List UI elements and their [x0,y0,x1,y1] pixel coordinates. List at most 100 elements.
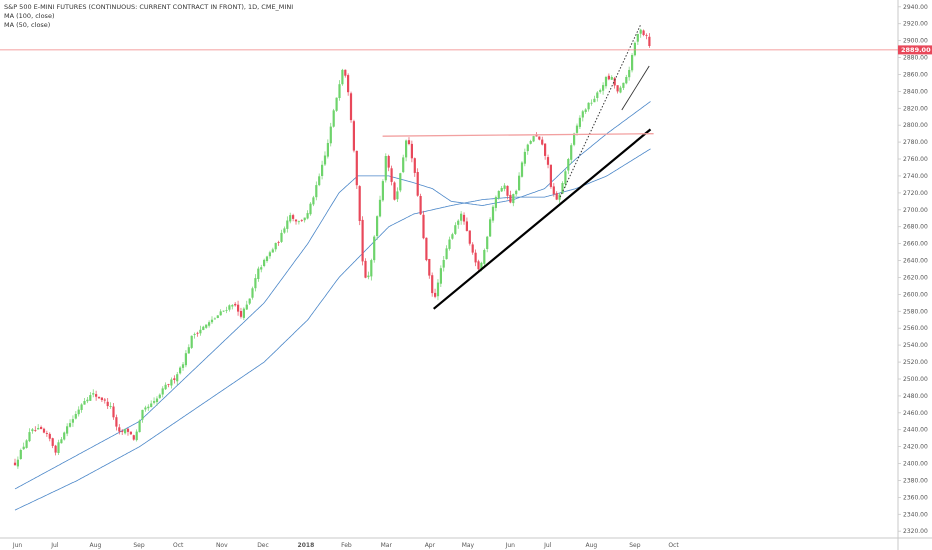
candle [31,428,34,434]
support-trendline [432,128,652,310]
resistance-line [382,133,654,137]
y-tick-label: 2860.00 [903,71,928,78]
candle [622,82,625,90]
candle [248,298,251,305]
candle-body [581,111,584,118]
candle-body [326,143,329,157]
candle-body [448,239,451,249]
candle-body [141,409,144,420]
candle [89,392,92,401]
candle [80,403,83,413]
candle-body [176,374,179,382]
candle [196,331,199,337]
candle [604,75,608,89]
candle [176,372,179,386]
candle-body [561,183,564,194]
candle [367,271,370,280]
candle-body [265,256,269,261]
candle [121,429,124,435]
candle-body [63,432,66,440]
candle-body [596,92,599,98]
candle [497,190,500,200]
candle [506,185,509,200]
candle-body [321,164,324,176]
candle-body [95,394,98,397]
candle [613,76,616,89]
y-tick-label: 2640.00 [903,258,928,265]
candle-body [570,145,573,160]
candle [558,192,561,203]
ma50-line [14,101,651,490]
candle-body [231,305,234,307]
candle [242,307,245,320]
candle [164,382,167,390]
candle-body [80,404,83,410]
candle-body [245,304,248,310]
candle [483,248,486,267]
candle-body [129,431,132,435]
candle-body [535,135,538,137]
candle [416,168,419,197]
candle-body [344,69,347,76]
candle [428,258,431,279]
candle [358,185,361,226]
candle [387,154,390,172]
x-tick-label: Sep [133,542,145,549]
candle [390,165,393,186]
candle [402,154,405,174]
candle-body [442,260,445,268]
candle [97,396,101,399]
candle-body [607,75,610,80]
candle-body [239,311,243,317]
candle-body [378,199,382,217]
candle [216,315,219,319]
legend-ma100: MA (100, close) [4,12,55,20]
candle [468,230,471,246]
candle [405,139,408,162]
candle [115,414,118,431]
candle [503,183,506,192]
legend-ma50: MA (50, close) [4,21,51,29]
candle [332,108,335,128]
candle-body [573,133,576,145]
candle-body [544,143,547,156]
x-tick-label: Jul [543,542,552,549]
candle [410,140,413,163]
candle-body [48,433,51,439]
candle [442,256,445,272]
candle [228,304,231,312]
candle-body [187,347,190,354]
candle [567,157,570,175]
candle [190,335,193,349]
x-tick-label: Sep [629,542,641,549]
candle [170,377,173,389]
candle [251,286,254,300]
y-tick-label: 2540.00 [903,342,928,349]
candle-body [631,55,634,71]
candle-body [42,428,46,433]
candle [16,456,19,469]
candle [138,419,141,433]
candle-body [529,141,532,144]
candle [132,434,135,441]
candle [448,236,451,251]
candle-body [526,144,529,152]
candle-body [413,158,416,173]
candle-body [500,188,503,192]
candle-body [199,329,202,334]
candle [254,274,257,292]
y-tick-label: 2840.00 [903,88,928,95]
candle-body [71,419,74,423]
candle-body [167,384,170,385]
candle [37,424,40,430]
y-tick-label: 2440.00 [903,427,928,434]
candle [347,73,350,96]
candle-body [648,36,651,46]
candle [318,173,321,187]
candle [129,431,132,435]
x-tick-label: Oct [173,542,184,549]
candle [471,242,474,255]
candle [628,66,631,81]
candle [234,302,237,307]
